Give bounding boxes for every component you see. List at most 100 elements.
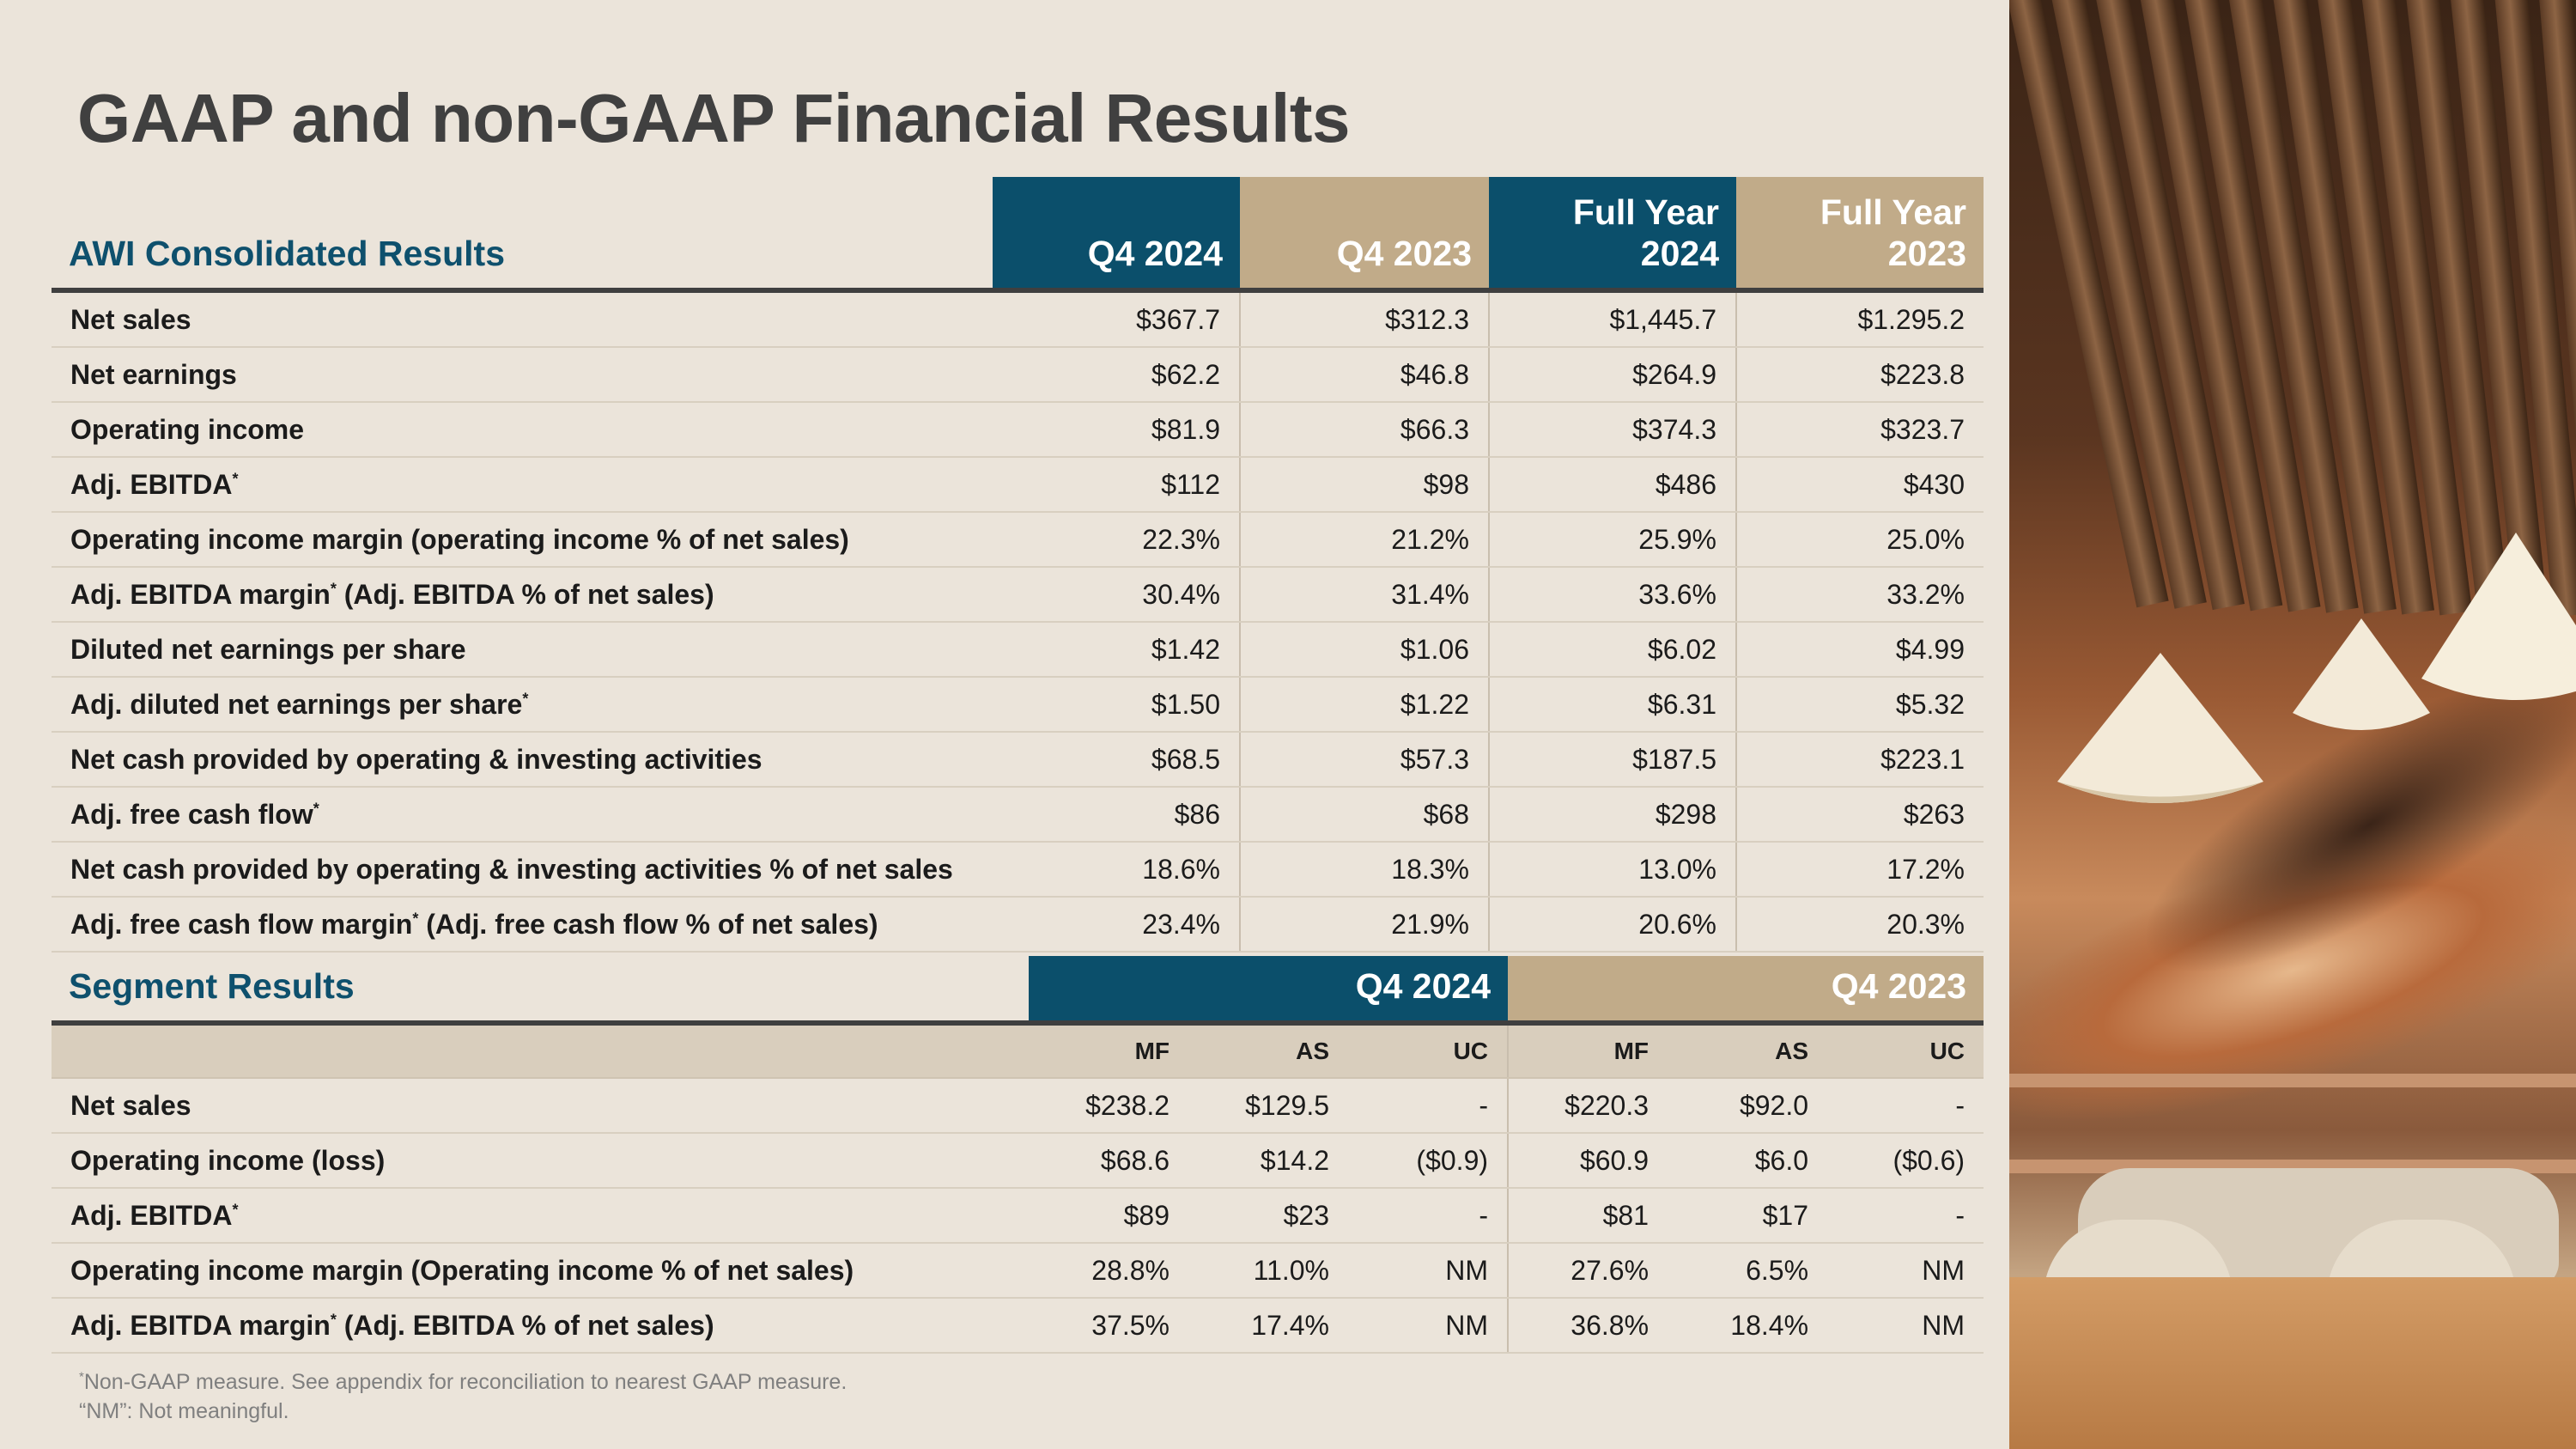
segment-subheader: UC bbox=[1348, 1023, 1510, 1079]
cell-value: $312.3 bbox=[1240, 290, 1490, 348]
cell-value: $17 bbox=[1668, 1188, 1828, 1244]
cell-value: - bbox=[1348, 1188, 1510, 1244]
cell-value: $1.22 bbox=[1240, 677, 1490, 733]
col-header-fy-2024: Full Year 2024 bbox=[1489, 177, 1736, 293]
table-row: Operating income margin (operating incom… bbox=[52, 512, 1984, 568]
cell-value: - bbox=[1827, 1188, 1984, 1244]
cell-value: $23 bbox=[1188, 1188, 1348, 1244]
cell-value: $223.8 bbox=[1736, 347, 1984, 403]
cell-value: 31.4% bbox=[1240, 567, 1490, 623]
cell-value: 30.4% bbox=[993, 567, 1241, 623]
segment-subheader: AS bbox=[1188, 1023, 1348, 1079]
interior-lounge-photo bbox=[2009, 0, 2576, 1449]
cell-value: NM bbox=[1348, 1243, 1510, 1299]
row-label: Net earnings bbox=[52, 347, 993, 403]
cell-value: NM bbox=[1348, 1298, 1510, 1354]
col-header-q4-2023: Q4 2023 bbox=[1240, 177, 1489, 293]
cell-value: $57.3 bbox=[1240, 732, 1490, 788]
cell-value: $68.5 bbox=[993, 732, 1241, 788]
cell-value: 21.9% bbox=[1240, 897, 1490, 953]
cell-value: 18.3% bbox=[1240, 842, 1490, 898]
cell-value: 22.3% bbox=[993, 512, 1241, 568]
cell-value: 33.2% bbox=[1736, 567, 1984, 623]
pendant-lamp-icon bbox=[2040, 653, 2281, 825]
segment-subheader: MF bbox=[1029, 1023, 1188, 1079]
cell-value: $129.5 bbox=[1188, 1078, 1348, 1134]
row-label: Adj. diluted net earnings per share* bbox=[52, 677, 993, 733]
segment-subheader: AS bbox=[1668, 1023, 1828, 1079]
cell-value: $112 bbox=[993, 457, 1241, 513]
footnote-nongaap: *Non-GAAP measure. See appendix for reco… bbox=[79, 1369, 848, 1394]
cell-value: $187.5 bbox=[1489, 732, 1737, 788]
cell-value: NM bbox=[1827, 1243, 1984, 1299]
row-label: Operating income (loss) bbox=[52, 1133, 1029, 1189]
cell-value: - bbox=[1827, 1078, 1984, 1134]
segment-subheader: UC bbox=[1827, 1023, 1984, 1079]
cell-value: 18.4% bbox=[1668, 1298, 1828, 1354]
cell-value: $14.2 bbox=[1188, 1133, 1348, 1189]
segment-section-label: Segment Results bbox=[52, 956, 1029, 1026]
pendant-lamp-icon bbox=[2284, 618, 2439, 747]
cell-value: 17.2% bbox=[1736, 842, 1984, 898]
cell-value: $367.7 bbox=[993, 290, 1241, 348]
col-header-q4-2024: Q4 2024 bbox=[993, 177, 1240, 293]
cell-value: 28.8% bbox=[1029, 1243, 1188, 1299]
row-label: Operating income margin (operating incom… bbox=[52, 512, 993, 568]
cell-value: 25.0% bbox=[1736, 512, 1984, 568]
cell-value: 13.0% bbox=[1489, 842, 1737, 898]
cell-value: $89 bbox=[1029, 1188, 1188, 1244]
page-title: GAAP and non-GAAP Financial Results bbox=[77, 80, 1351, 156]
segment-subheader: MF bbox=[1508, 1023, 1668, 1079]
cell-value: $430 bbox=[1736, 457, 1984, 513]
cell-value: 33.6% bbox=[1489, 567, 1737, 623]
cell-value: 25.9% bbox=[1489, 512, 1737, 568]
table-row: Net earnings $62.2 $46.8 $264.9 $223.8 bbox=[52, 347, 1984, 403]
table-row: Adj. diluted net earnings per share* $1.5… bbox=[52, 677, 1984, 733]
cell-value: $1.50 bbox=[993, 677, 1241, 733]
table-row: Net sales $238.2 $129.5- $220.3 $92.0- bbox=[52, 1078, 1984, 1134]
table-row: Net cash provided by operating & investi… bbox=[52, 732, 1984, 788]
cell-value: $62.2 bbox=[993, 347, 1241, 403]
cell-value: $60.9 bbox=[1508, 1133, 1668, 1189]
cell-value: $238.2 bbox=[1029, 1078, 1188, 1134]
row-label: Adj. EBITDA margin* (Adj. EBITDA % of ne… bbox=[52, 1298, 1029, 1354]
table-row: Adj. free cash flow margin* (Adj. free c… bbox=[52, 897, 1984, 953]
cell-value: 23.4% bbox=[993, 897, 1241, 953]
cell-value: $6.0 bbox=[1668, 1133, 1828, 1189]
row-label: Net sales bbox=[52, 1078, 1029, 1134]
table-row: Net cash provided by operating & investi… bbox=[52, 842, 1984, 898]
segment-results-table: Segment Results Q4 2024 Q4 2023 MF AS UC MF… bbox=[52, 956, 1984, 1354]
cell-value: $298 bbox=[1489, 787, 1737, 843]
row-label: Net cash provided by operating & investi… bbox=[52, 842, 993, 898]
row-label: Operating income margin (Operating incom… bbox=[52, 1243, 1029, 1299]
table-row: Operating income (loss) $68.6 $14.2 ($0.9) $… bbox=[52, 1133, 1984, 1189]
cell-value: $374.3 bbox=[1489, 402, 1737, 458]
cell-value: 6.5% bbox=[1668, 1243, 1828, 1299]
cell-value: 17.4% bbox=[1188, 1298, 1348, 1354]
row-label: Adj. EBITDA margin* (Adj. EBITDA % of ne… bbox=[52, 567, 993, 623]
cell-value: $263 bbox=[1736, 787, 1984, 843]
col-header-fy-2023: Full Year 2023 bbox=[1736, 177, 1984, 293]
cell-value: $1,445.7 bbox=[1489, 290, 1737, 348]
table-row: Operating income margin (Operating incom… bbox=[52, 1243, 1984, 1299]
cell-value: NM bbox=[1827, 1298, 1984, 1354]
cell-value: 37.5% bbox=[1029, 1298, 1188, 1354]
cell-value: $98 bbox=[1240, 457, 1490, 513]
consolidated-results-table: AWI Consolidated Results Q4 2024 Q4 2023… bbox=[52, 177, 1984, 953]
cell-value: 36.8% bbox=[1508, 1298, 1668, 1354]
segment-subheader-row: MF AS UC MF AS UC bbox=[52, 1023, 1984, 1079]
cell-value: $81 bbox=[1508, 1188, 1668, 1244]
cell-value: $1.42 bbox=[993, 622, 1241, 678]
cell-value: ($0.9) bbox=[1348, 1133, 1510, 1189]
cell-value: $4.99 bbox=[1736, 622, 1984, 678]
segment-header-q4-2024: Q4 2024 bbox=[1029, 956, 1509, 1026]
subheader-blank bbox=[52, 1023, 1029, 1079]
cell-value: ($0.6) bbox=[1827, 1133, 1984, 1189]
cell-value: $6.02 bbox=[1489, 622, 1737, 678]
cell-value: $264.9 bbox=[1489, 347, 1737, 403]
footnote-nm: “NM”: Not meaningful. bbox=[79, 1399, 289, 1423]
table-row: Net sales $367.7 $312.3 $1,445.7 $1.295.2 bbox=[52, 290, 1984, 348]
table-row: Operating income $81.9 $66.3 $374.3 $323.7 bbox=[52, 402, 1984, 458]
cell-value: $220.3 bbox=[1508, 1078, 1668, 1134]
cell-value: $46.8 bbox=[1240, 347, 1490, 403]
